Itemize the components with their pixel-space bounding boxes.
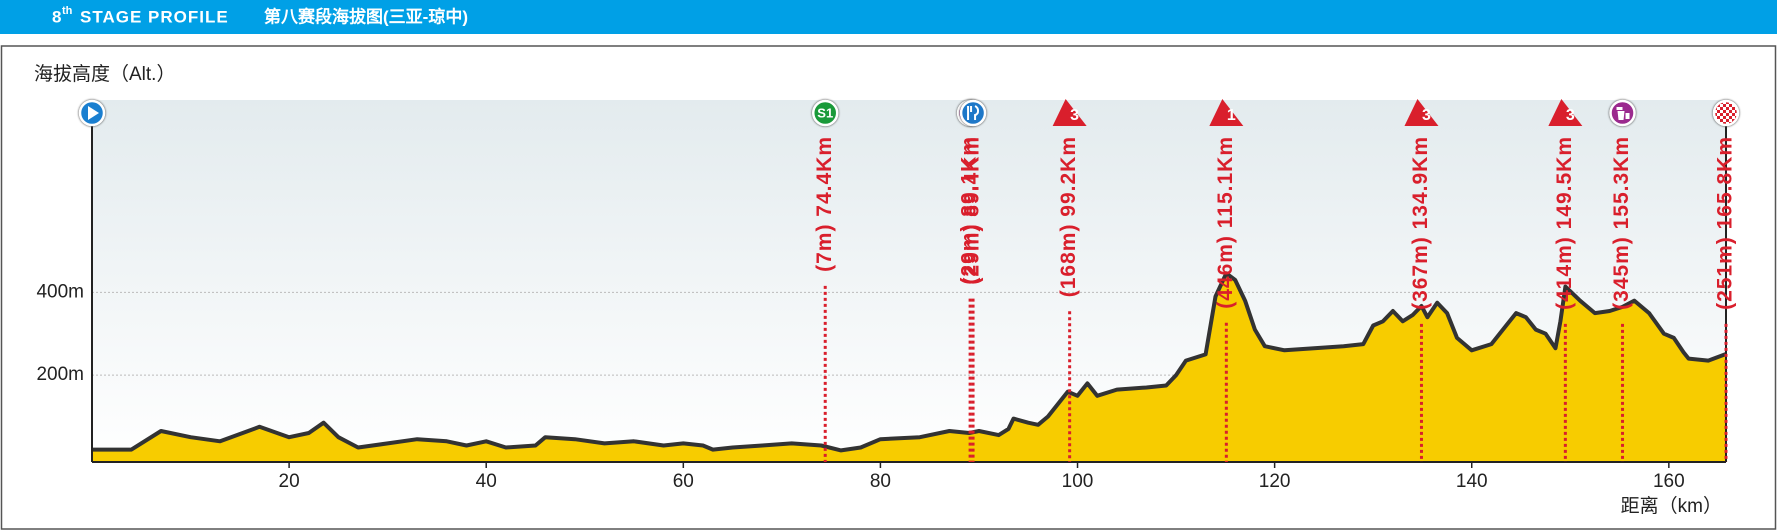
icon: [959, 99, 987, 127]
x-tick-label: 140: [1456, 471, 1488, 492]
title-en: STAGE PROFILE: [80, 7, 229, 26]
annotation-label: (345m) 155.3Km: [1610, 136, 1633, 310]
icon-glyph: [967, 105, 980, 120]
icon-triangle: [1548, 99, 1583, 126]
x-tick-label: 100: [1062, 471, 1094, 492]
stage-suffix: th: [62, 5, 73, 17]
y-tick-label: 200m: [36, 364, 84, 385]
icon-text: 3: [1070, 107, 1079, 124]
y-axis-label: 海拔高度（Alt.）: [34, 63, 175, 85]
icon-triangle: [1052, 99, 1087, 126]
annotation-label: (29m) 89.4Km: [961, 136, 984, 285]
annotation-label: (446m) 115.1Km: [1214, 136, 1237, 309]
annotation-label: (367m) 134.9Km: [1409, 136, 1432, 310]
icon: [1609, 99, 1636, 127]
x-tick-label: 160: [1653, 471, 1685, 492]
x-tick-label: 80: [870, 471, 891, 492]
annotation-label: (168m) 99.2Km: [1057, 136, 1080, 297]
icon: 1: [1209, 99, 1244, 126]
icon-triangle: [1209, 99, 1244, 126]
x-tick-label: 40: [476, 471, 497, 492]
icon-glyph: [1616, 107, 1630, 120]
icon-circle: [959, 99, 987, 127]
annotation-label: (251m) 165.8Km: [1714, 136, 1737, 310]
y-tick-label: 400m: [36, 281, 84, 302]
icon: [1712, 99, 1740, 127]
title-cn: 第八赛段海拔图(三亚-琼中): [264, 6, 468, 26]
icon: 3: [1548, 99, 1583, 126]
elevation-area: [92, 273, 1726, 462]
elevation-line: [92, 271, 1727, 453]
icon-text: 1: [1227, 107, 1236, 124]
x-tick-label: 60: [673, 471, 694, 492]
icon-text: 3: [1566, 107, 1575, 124]
icon: 3: [1052, 99, 1087, 126]
stage-number: 8: [52, 7, 61, 26]
icon-circle: [1712, 99, 1740, 127]
x-axis-label: 距离（km）: [1621, 495, 1722, 517]
icon: S1: [811, 99, 839, 127]
icon: [78, 99, 106, 127]
annotation-label: (29m) 89.1Km: [958, 136, 981, 285]
x-tick-label: 120: [1259, 471, 1291, 492]
annotation-label: (7m) 74.4Km: [813, 136, 836, 272]
icon-text: S1: [817, 105, 833, 120]
icon-glyph: [88, 106, 99, 120]
icon-triangle: [1404, 99, 1439, 126]
x-tick-label: 20: [279, 471, 300, 492]
icon: 3: [1404, 99, 1439, 126]
annotation-label: (414m) 149.5Km: [1553, 136, 1576, 310]
header-bar: [0, 0, 1777, 34]
icon-text: 3: [1422, 107, 1431, 124]
icon-circle: [811, 99, 839, 127]
